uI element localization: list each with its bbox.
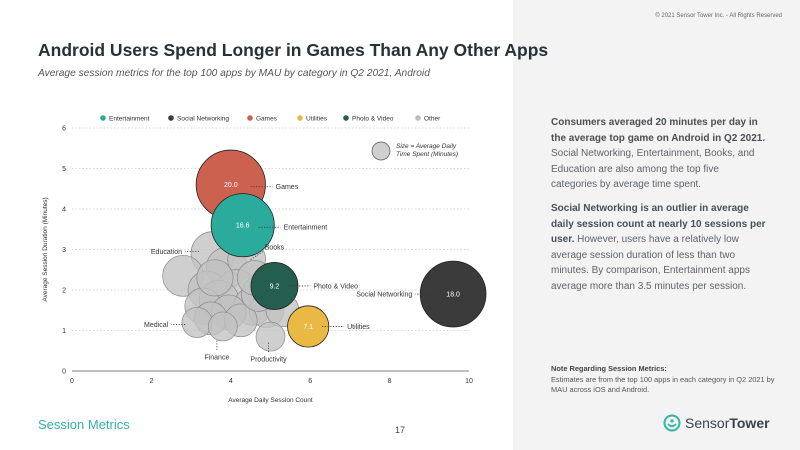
bubble-value-label: 18.0 [446, 292, 460, 299]
insight-paragraph-2: Social Networking is an outlier in avera… [551, 201, 766, 294]
legend-label: Entertainment [109, 116, 150, 123]
legend-marker [343, 115, 349, 121]
y-tick-label: 4 [62, 207, 66, 214]
bubble-other [181, 306, 213, 338]
y-tick-label: 5 [62, 166, 66, 173]
bubble-photo-video [250, 262, 299, 310]
logo-wordmark: SensorTower [685, 415, 770, 431]
legend-label: Other [424, 116, 441, 123]
bubble-utilities [287, 305, 330, 348]
x-tick-label: 6 [308, 378, 312, 385]
bubble-value-label: 9.2 [270, 283, 280, 290]
size-legend-text: Size = Average Daily [396, 143, 457, 150]
bubble-value-label: 16.6 [236, 223, 250, 230]
legend-label: Social Networking [177, 116, 229, 123]
bubble-other [196, 259, 234, 297]
logo-text-tower: Tower [729, 415, 770, 431]
bubble-other [255, 321, 286, 352]
size-legend-text: Time Spent (Minutes) [396, 151, 458, 158]
legend-marker [247, 115, 253, 121]
x-tick-label: 10 [465, 378, 473, 385]
annotation-label: Photo & Video [313, 283, 358, 290]
sidebar-panel [513, 0, 800, 450]
y-tick-label: 1 [62, 328, 66, 335]
insight-2-text: However, users have a relatively low ave… [551, 234, 750, 292]
legend-marker [297, 115, 303, 121]
annotation-label: Entertainment [284, 225, 328, 232]
annotation-label: Medical [144, 322, 169, 329]
x-tick-label: 2 [149, 378, 153, 385]
section-label: Session Metrics [38, 417, 130, 432]
logo-text-sensor: Sensor [685, 415, 730, 431]
bubble-other [208, 311, 238, 342]
copyright-text: © 2021 Sensor Tower Inc. - All Rights Re… [655, 13, 782, 19]
y-axis-title: Average Session Duration (Minutes) [42, 197, 49, 301]
annotation-label: Social Networking [356, 292, 412, 299]
x-tick-label: 8 [388, 378, 392, 385]
bubble-value-label: 20.0 [224, 182, 238, 189]
x-axis-title: Average Daily Session Count [228, 397, 313, 404]
legend-marker [415, 115, 421, 121]
note-title: Note Regarding Session Metrics: [551, 364, 667, 373]
annotation-label: Finance [204, 355, 229, 362]
legend-label: Photo & Video [352, 116, 394, 123]
insight-1-bold: Consumers averaged 20 minutes per day in… [551, 117, 766, 144]
size-legend-bubble [371, 141, 391, 161]
legend-marker [168, 115, 174, 121]
annotation-label: Education [151, 249, 182, 256]
methodology-note: Note Regarding Session Metrics: Estimate… [551, 364, 776, 396]
y-tick-label: 0 [62, 369, 66, 376]
y-tick-label: 2 [62, 288, 66, 295]
page-title: Android Users Spend Longer in Games Than… [38, 40, 549, 60]
insight-1-text: Social Networking, Entertainment, Books,… [551, 148, 755, 190]
y-tick-label: 6 [62, 126, 66, 133]
legend-marker [100, 115, 106, 121]
sensor-tower-logo-icon [663, 414, 681, 432]
y-tick-label: 3 [62, 247, 66, 254]
x-tick-label: 0 [70, 378, 74, 385]
sensor-tower-logo: SensorTower [663, 414, 770, 432]
bubble-chart: 0 1 2 3 4 5 6 0 2 4 6 8 10 Average Daily Session Coun… [42, 115, 487, 404]
insight-paragraph-1: Consumers averaged 20 minutes per day in… [551, 115, 766, 193]
page-subtitle: Average session metrics for the top 100 … [38, 68, 430, 79]
bubble-entertainment [210, 193, 275, 258]
note-text: Estimates are from the top 100 apps in e… [551, 374, 775, 395]
annotation-label: Books [265, 245, 285, 252]
annotation-label: Utilities [347, 324, 370, 331]
legend-label: Games [256, 116, 278, 123]
insight-2-bold: Social Networking is an outlier in avera… [551, 203, 766, 245]
page-number: 17 [395, 425, 406, 435]
x-tick-label: 4 [229, 378, 233, 385]
legend-label: Utilities [306, 116, 328, 123]
bubble-value-label: 7.1 [303, 324, 313, 331]
annotation-label: Games [276, 184, 299, 191]
annotation-label: Productivity [250, 357, 287, 364]
